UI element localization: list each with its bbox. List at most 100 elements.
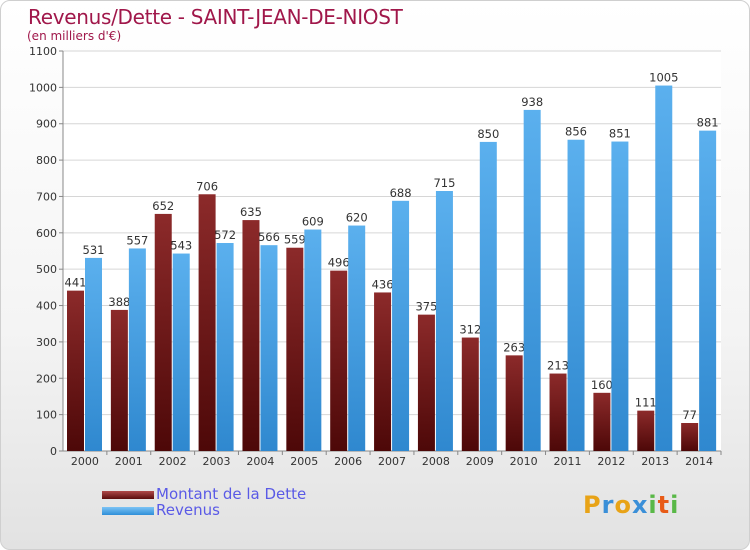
data-label: 213: [547, 359, 569, 373]
data-label: 938: [521, 95, 543, 109]
data-label: 566: [258, 230, 280, 244]
data-label: 688: [390, 186, 412, 200]
bar-dette: [374, 292, 392, 451]
data-label: 263: [503, 340, 525, 354]
logo-letter: x: [631, 491, 649, 519]
data-label: 851: [609, 127, 631, 141]
data-label: 850: [477, 127, 499, 141]
x-tick-label: 2004: [246, 455, 274, 468]
data-label: 706: [196, 179, 218, 193]
bar-dette: [330, 270, 348, 451]
bar-dette: [198, 194, 216, 452]
x-tick-label: 2002: [159, 455, 187, 468]
data-label: 496: [328, 256, 350, 270]
y-tick-label: 300: [36, 336, 57, 349]
bar-revenus: [655, 85, 673, 451]
data-label: 543: [170, 239, 192, 253]
y-tick-label: 600: [36, 227, 57, 240]
legend-swatch-revenus: [102, 507, 154, 515]
y-tick-label: 200: [36, 372, 57, 385]
x-tick-label: 2008: [422, 455, 450, 468]
x-tick-label: 2011: [553, 455, 581, 468]
bar-revenus: [479, 141, 497, 451]
data-label: 557: [126, 233, 148, 247]
x-tick-label: 2000: [71, 455, 99, 468]
logo-letter: r: [601, 491, 615, 519]
bar-dette: [505, 355, 523, 451]
bar-dette: [637, 410, 655, 451]
y-tick-label: 900: [36, 118, 57, 131]
data-label: 620: [346, 211, 368, 225]
logo-letter: o: [614, 491, 632, 519]
bar-dette: [110, 309, 128, 451]
bar-dette: [242, 220, 260, 451]
data-label: 715: [433, 176, 455, 190]
bar-revenus: [260, 245, 278, 451]
x-tick-label: 2012: [597, 455, 625, 468]
y-tick-label: 800: [36, 154, 57, 167]
y-tick-label: 100: [36, 409, 57, 422]
y-tick-label: 0: [50, 445, 57, 458]
data-label: 856: [565, 125, 587, 139]
data-label: 77: [682, 408, 697, 422]
data-label: 609: [302, 215, 324, 229]
bar-revenus: [699, 130, 717, 452]
bar-dette: [593, 392, 611, 451]
chart-subtitle: (en milliers d'€): [27, 29, 122, 43]
bar-dette: [286, 247, 304, 451]
x-tick-label: 2006: [334, 455, 362, 468]
bar-dette: [67, 290, 84, 451]
bar-dette: [549, 373, 567, 451]
data-label: 375: [415, 300, 437, 314]
bar-dette: [154, 213, 172, 451]
chart-title: Revenus/Dette - SAINT-JEAN-DE-NIOST: [28, 5, 403, 29]
x-tick-label: 2014: [685, 455, 713, 468]
data-label: 441: [65, 276, 87, 290]
data-label: 312: [459, 323, 481, 337]
bar-revenus: [172, 253, 190, 451]
x-tick-label: 2007: [378, 455, 406, 468]
logo-letter: i: [670, 491, 680, 519]
data-label: 559: [284, 233, 306, 247]
bar-revenus: [523, 109, 541, 451]
bar-revenus: [85, 257, 102, 451]
y-tick-label: 700: [36, 190, 57, 203]
x-tick-label: 2013: [641, 455, 669, 468]
bar-revenus: [611, 141, 629, 451]
bar-revenus: [128, 248, 146, 451]
data-label: 635: [240, 205, 262, 219]
data-label: 388: [108, 295, 130, 309]
y-tick-label: 1000: [29, 81, 57, 94]
logo-letter: i: [648, 491, 658, 519]
data-label: 1005: [649, 71, 678, 85]
bar-dette: [417, 314, 435, 451]
legend-label-dette: Montant de la Dette: [156, 485, 307, 503]
data-label: 572: [214, 228, 236, 242]
data-label: 111: [635, 396, 657, 410]
x-tick-label: 2001: [115, 455, 143, 468]
legend-swatch-dette: [102, 491, 154, 499]
data-label: 160: [591, 378, 613, 392]
bar-revenus: [567, 139, 585, 451]
bar-revenus: [304, 229, 322, 451]
legend-label-revenus: Revenus: [156, 501, 220, 519]
logo-letter: t: [657, 491, 671, 519]
logo-letter: P: [583, 491, 602, 519]
x-tick-label: 2010: [510, 455, 538, 468]
data-label: 652: [152, 199, 174, 213]
bar-revenus: [216, 243, 234, 451]
proxiti-logo: Proxiti: [583, 491, 679, 519]
bar-revenus: [435, 191, 453, 451]
x-tick-label: 2005: [290, 455, 318, 468]
y-tick-label: 400: [36, 300, 57, 313]
data-label: 531: [83, 243, 105, 257]
bar-dette: [461, 337, 479, 451]
x-tick-label: 2003: [203, 455, 231, 468]
bar-revenus: [348, 225, 366, 451]
bar-dette: [681, 423, 699, 451]
y-tick-label: 500: [36, 263, 57, 276]
bar-revenus: [392, 200, 410, 451]
y-tick-label: 1100: [29, 45, 57, 58]
